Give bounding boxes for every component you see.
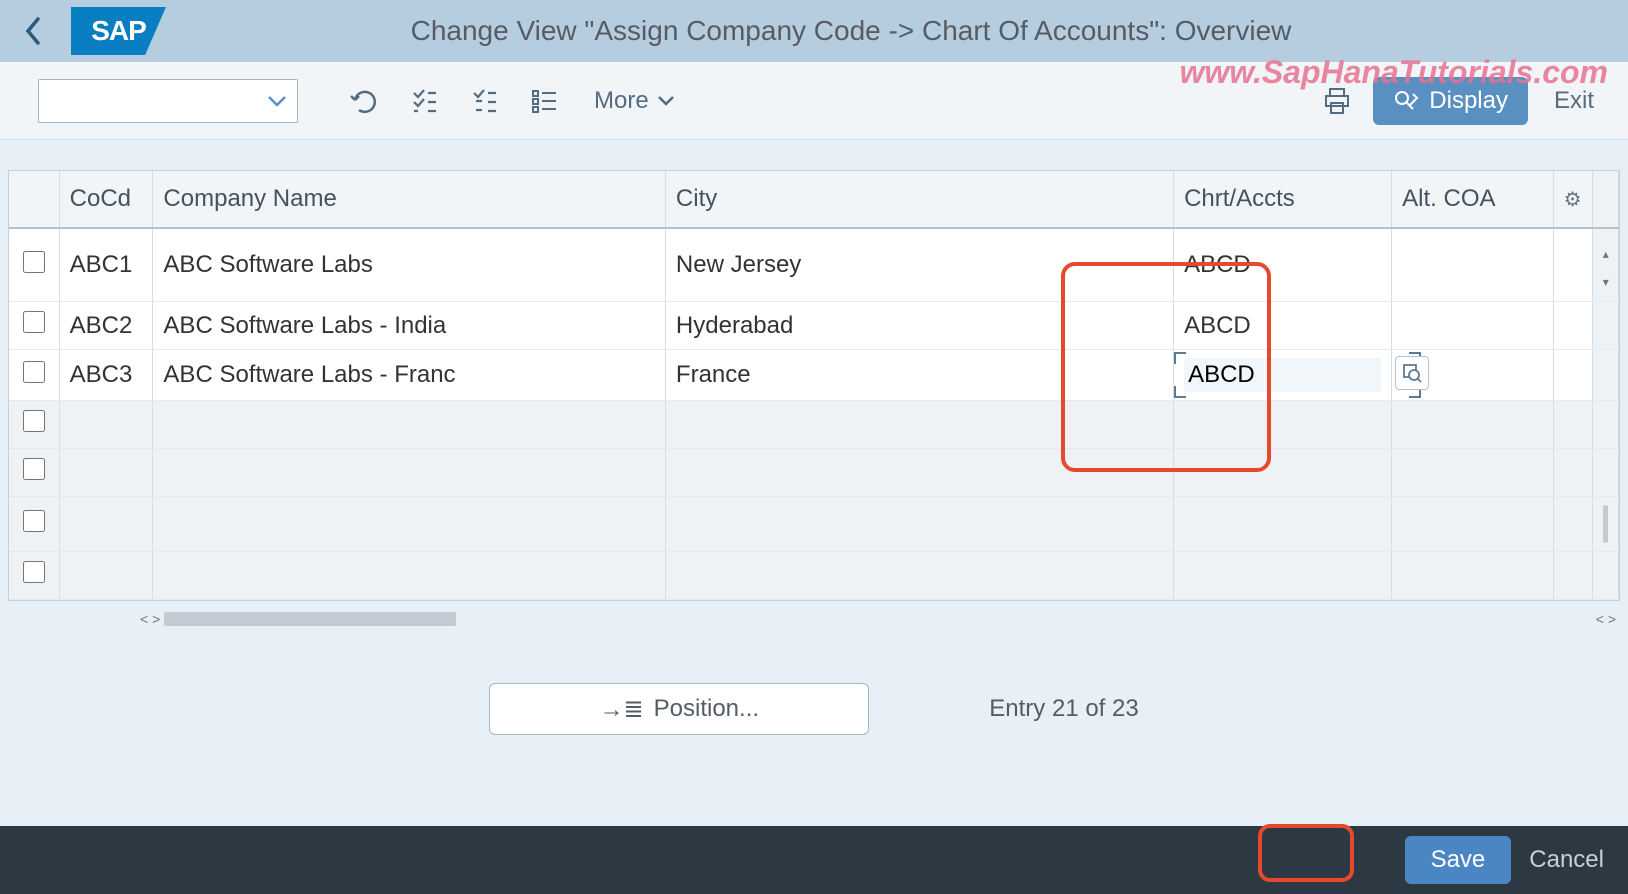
cell-chrt[interactable]: ABCD	[1174, 228, 1392, 302]
status-row: →≣ Position... Entry 21 of 23	[0, 683, 1628, 735]
cell-name[interactable]: ABC Software Labs - Franc	[153, 350, 666, 401]
data-table: CoCd Company Name City Chrt/Accts Alt. C…	[8, 170, 1620, 601]
search-help-icon[interactable]	[1395, 356, 1429, 390]
cell-select[interactable]	[9, 228, 59, 302]
cell-select[interactable]	[9, 552, 59, 600]
h-scrollbar[interactable]: < > < >	[0, 609, 1628, 629]
sap-logo: SAP	[71, 7, 166, 55]
cell-city[interactable]: New Jersey	[665, 228, 1173, 302]
cell-select[interactable]	[9, 401, 59, 449]
scroll-thumb[interactable]	[164, 612, 456, 626]
cell-cocd[interactable]: ABC1	[59, 228, 153, 302]
scroll-cell	[1592, 401, 1618, 449]
cell-alt[interactable]	[1392, 302, 1553, 350]
exit-label: Exit	[1554, 87, 1594, 115]
col-cocd[interactable]: CoCd	[59, 171, 153, 228]
cell-gear	[1553, 302, 1592, 350]
entry-status: Entry 21 of 23	[989, 695, 1138, 723]
cell-gear	[1553, 350, 1592, 401]
scroll-cell: ▴▾	[1592, 228, 1618, 302]
table-row[interactable]: ABC2 ABC Software Labs - India Hyderabad…	[9, 302, 1619, 350]
cell-city[interactable]: Hyderabad	[665, 302, 1173, 350]
row-checkbox[interactable]	[23, 311, 45, 333]
select-all-icon[interactable]	[400, 79, 448, 123]
deselect-all-icon[interactable]	[460, 79, 508, 123]
display-label: Display	[1429, 87, 1508, 115]
table-row-empty	[9, 401, 1619, 449]
scroll-left-icon[interactable]: < >	[140, 611, 160, 627]
cell-name[interactable]: ABC Software Labs - India	[153, 302, 666, 350]
row-checkbox[interactable]	[23, 458, 45, 480]
cell-cocd[interactable]: ABC3	[59, 350, 153, 401]
cancel-button[interactable]: Cancel	[1529, 846, 1604, 874]
cell-city[interactable]: France	[665, 350, 1173, 401]
page-title: Change View "Assign Company Code -> Char…	[86, 15, 1616, 47]
row-checkbox[interactable]	[23, 251, 45, 273]
display-button[interactable]: Display	[1373, 77, 1528, 125]
position-arrow-icon: →≣	[600, 695, 644, 724]
back-button[interactable]	[12, 9, 56, 53]
footer: Save Cancel	[0, 826, 1628, 894]
cell-select[interactable]	[9, 350, 59, 401]
row-checkbox[interactable]	[23, 410, 45, 432]
cell-chrt[interactable]	[1174, 350, 1392, 401]
gear-icon[interactable]: ⚙	[1564, 189, 1582, 211]
chrt-input[interactable]	[1184, 358, 1381, 392]
col-alt-coa[interactable]: Alt. COA	[1392, 171, 1553, 228]
table-row[interactable]: ABC1 ABC Software Labs New Jersey ABCD ▴…	[9, 228, 1619, 302]
command-field[interactable]	[38, 79, 298, 123]
col-scroll	[1592, 171, 1618, 228]
cell-name[interactable]: ABC Software Labs	[153, 228, 666, 302]
scroll-cell	[1592, 552, 1618, 600]
exit-button[interactable]: Exit	[1540, 79, 1608, 123]
cell-chrt[interactable]: ABCD	[1174, 302, 1392, 350]
cell-select[interactable]	[9, 497, 59, 552]
row-checkbox[interactable]	[23, 510, 45, 532]
position-button[interactable]: →≣ Position...	[489, 683, 869, 735]
toolbar: More Display Exit	[0, 62, 1628, 140]
scroll-cell	[1592, 302, 1618, 350]
col-company-name[interactable]: Company Name	[153, 171, 666, 228]
save-button[interactable]: Save	[1405, 836, 1512, 884]
scroll-cell	[1592, 350, 1618, 401]
table-row[interactable]: ABC3 ABC Software Labs - Franc France	[9, 350, 1619, 401]
col-settings[interactable]: ⚙	[1553, 171, 1592, 228]
header: SAP Change View "Assign Company Code -> …	[0, 0, 1628, 62]
row-checkbox[interactable]	[23, 561, 45, 583]
scroll-up-icon[interactable]: ▴▾	[1603, 247, 1609, 289]
print-icon[interactable]	[1313, 79, 1361, 123]
col-select	[9, 171, 59, 228]
cell-cocd[interactable]: ABC2	[59, 302, 153, 350]
cell-select[interactable]	[9, 449, 59, 497]
cell-select[interactable]	[9, 302, 59, 350]
scroll-cell	[1592, 497, 1618, 552]
col-chrt-accts[interactable]: Chrt/Accts	[1174, 171, 1392, 228]
table-row-empty	[9, 449, 1619, 497]
undo-icon[interactable]	[340, 79, 388, 123]
col-city[interactable]: City	[665, 171, 1173, 228]
cell-alt[interactable]	[1392, 228, 1553, 302]
table-row-empty	[9, 497, 1619, 552]
scroll-right-icon[interactable]: < >	[1596, 611, 1616, 627]
more-button[interactable]: More	[580, 79, 689, 123]
config-icon[interactable]	[520, 79, 568, 123]
more-label: More	[594, 87, 649, 115]
cell-gear	[1553, 228, 1592, 302]
scroll-cell	[1592, 449, 1618, 497]
position-label: Position...	[654, 695, 759, 723]
row-checkbox[interactable]	[23, 361, 45, 383]
table-row-empty	[9, 552, 1619, 600]
